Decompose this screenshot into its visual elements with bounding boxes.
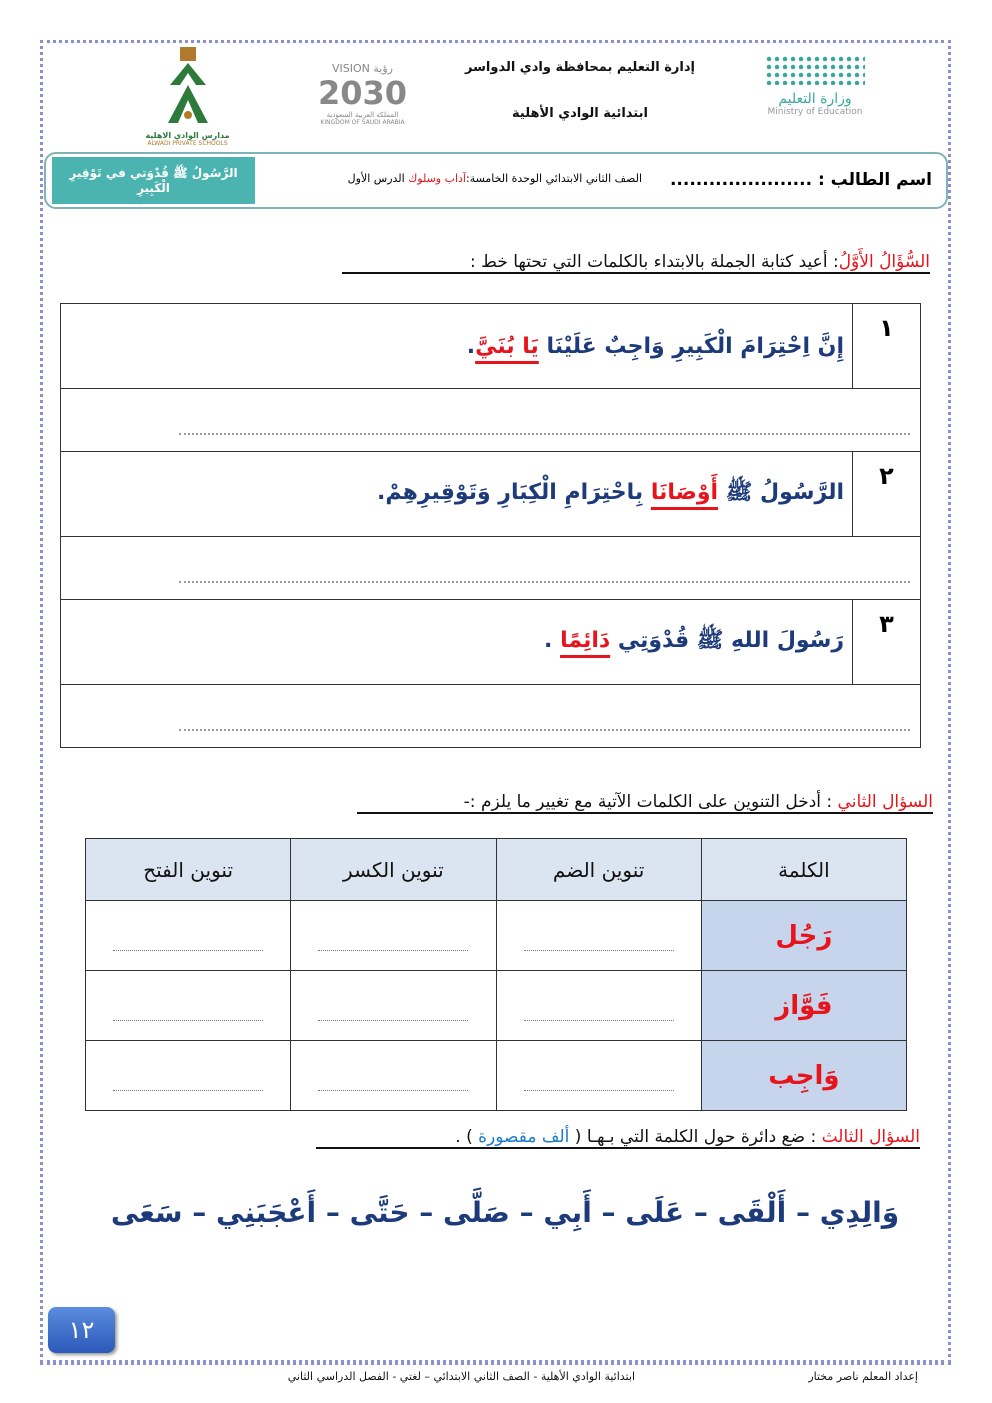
- ministry-name-en: Ministry of Education: [767, 107, 863, 117]
- q2-title: السؤال الثاني : أدخل التنوين على الكلمات…: [357, 792, 933, 814]
- word-cell: رَجُل: [700, 900, 908, 971]
- q3-word-list[interactable]: وَالِدِي – أَلْقَى – عَلَى – أَبِي – صَل…: [110, 1196, 900, 1229]
- question-number: ٣: [852, 599, 921, 685]
- tanween-row: رَجُل: [84, 900, 908, 971]
- sentence: رَسُولَ اللهِ ﷺ قُدْوَتِي دَائِمًا .: [60, 599, 853, 685]
- word-cell: فَوَّاز: [700, 970, 908, 1041]
- footer-divider: [40, 1362, 951, 1365]
- footer-author: إعداد المعلم ناصر مختار: [808, 1370, 918, 1383]
- q1-sentence-row: إِنَّ اِحْتِرَامَ الْكَبِيرِ وَاجِبٌ عَل…: [60, 303, 921, 389]
- answer-cell[interactable]: [290, 970, 497, 1041]
- answer-cell[interactable]: [84, 970, 292, 1041]
- education-admin: إدارة التعليم بمحافظة وادي الدواسر: [465, 60, 695, 75]
- q1-table: إِنَّ اِحْتِرَامَ الْكَبِيرِ وَاجِبٌ عَل…: [60, 303, 921, 748]
- q1-answer-row[interactable]: [60, 684, 921, 748]
- answer-cell[interactable]: [495, 900, 702, 971]
- answer-cell[interactable]: [495, 970, 702, 1041]
- footer-info: ابتدائية الوادي الأهلية - الصف الثاني ال…: [287, 1370, 635, 1383]
- lesson-title: الرَّسُولُ ﷺ قُدْوَتي في تَوْقِيرِ الْكَ…: [52, 157, 255, 204]
- question-number: ٢: [852, 451, 921, 537]
- student-name-label: اسم الطالب :: [817, 170, 932, 190]
- col-kasra: تنوين الكسر: [290, 838, 497, 901]
- alif-maqsura-highlight: ألف مقصورة: [478, 1127, 570, 1147]
- col-fatha: تنوين الفتح: [84, 838, 292, 901]
- answer-line[interactable]: [60, 388, 921, 452]
- page-number: ١٢: [48, 1307, 115, 1353]
- underlined-word: يَا بُنَيَّ: [475, 333, 539, 359]
- tanween-table: الكلمة تنوين الضم تنوين الكسر تنوين الفت…: [84, 838, 908, 1111]
- ministry-name-ar: وزارة التعليم: [778, 91, 852, 107]
- lesson-info: الصف الثاني الابتدائي الوحدة الخامسة:آدا…: [347, 172, 642, 185]
- student-name-field[interactable]: اسم الطالب : ......................: [650, 170, 932, 190]
- answer-cell[interactable]: [84, 1040, 292, 1111]
- underlined-word: دَائِمًا: [560, 628, 611, 653]
- underlined-word: أَوْصَانَا: [650, 480, 719, 505]
- tanween-row: فَوَّاز: [84, 970, 908, 1041]
- sentence: إِنَّ اِحْتِرَامَ الْكَبِيرِ وَاجِبٌ عَل…: [60, 303, 853, 389]
- answer-line[interactable]: [60, 684, 921, 748]
- school-name: ابتدائية الوادي الأهلية: [512, 106, 648, 121]
- answer-cell[interactable]: [290, 900, 497, 971]
- answer-cell[interactable]: [495, 1040, 702, 1111]
- vision-2030-logo: VISION رؤية 2030 المملكة العربية السعودي…: [317, 62, 408, 126]
- school-logo: مدارس الوادي الاهلية ALWADI PRIVATE SCHO…: [140, 45, 235, 147]
- ministry-logo: وزارة التعليم Ministry of Education: [760, 55, 870, 135]
- answer-cell[interactable]: [84, 900, 292, 971]
- q3-title: السؤال الثالث : ضع دائرة حول الكلمة التي…: [316, 1127, 920, 1149]
- q1-answer-row[interactable]: [60, 536, 921, 600]
- q1-title: السُّؤَالُ الأَوَّلُ: أعيد كتابة الجملة …: [342, 252, 930, 274]
- student-name-blank[interactable]: ......................: [669, 170, 813, 190]
- col-word: الكلمة: [700, 838, 908, 901]
- answer-line[interactable]: [60, 536, 921, 600]
- tanween-row: وَاجِب: [84, 1040, 908, 1111]
- col-damma: تنوين الضم: [495, 838, 702, 901]
- q1-sentence-row: رَسُولَ اللهِ ﷺ قُدْوَتِي دَائِمًا .٣: [60, 599, 921, 685]
- word-cell: وَاجِب: [700, 1040, 908, 1111]
- answer-cell[interactable]: [290, 1040, 497, 1111]
- page-border: [40, 40, 951, 1363]
- ministry-dots-icon: [765, 55, 865, 85]
- q1-answer-row[interactable]: [60, 388, 921, 452]
- sentence: الرَّسُولُ ﷺ أَوْصَانَا بِاحْتِرَامِ الْ…: [60, 451, 853, 537]
- info-bar: [44, 152, 948, 209]
- school-emblem-icon: [167, 47, 208, 123]
- unit-name: آداب وسلوك: [408, 172, 466, 185]
- q1-sentence-row: الرَّسُولُ ﷺ أَوْصَانَا بِاحْتِرَامِ الْ…: [60, 451, 921, 537]
- question-number: ١: [852, 303, 921, 389]
